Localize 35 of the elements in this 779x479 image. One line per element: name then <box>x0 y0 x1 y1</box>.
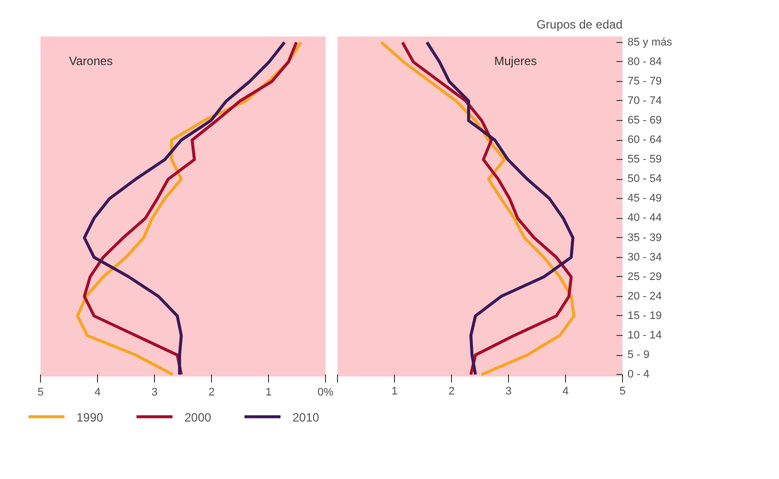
y-tick-label: 50 - 54 <box>628 173 662 186</box>
x-tick-label: 2 <box>208 386 215 398</box>
legend-label: 1990 <box>76 410 104 424</box>
x-tick-label: 5 <box>37 386 44 398</box>
y-tick-label: 45 - 49 <box>628 192 662 205</box>
y-tick-label: 0 - 4 <box>628 368 650 381</box>
x-tick-label: 2 <box>448 386 455 398</box>
x-tick-label: 0% <box>318 386 334 398</box>
x-tick-label: 3 <box>151 386 158 398</box>
y-tick-label: 25 - 29 <box>628 270 662 283</box>
y-axis-title: Grupos de edad <box>536 18 622 32</box>
y-tick-label: 20 - 24 <box>628 290 662 302</box>
text: Mujeres <box>494 54 537 68</box>
y-tick-label: 30 - 34 <box>628 251 662 264</box>
y-tick-label: 35 - 39 <box>628 232 662 244</box>
x-tick-label: 1 <box>265 386 272 398</box>
x-tick-label: 1 <box>391 386 398 398</box>
legend-label: 2010 <box>292 410 320 424</box>
y-tick-label: 75 - 79 <box>628 75 662 88</box>
y-tick-label: 5 - 9 <box>628 349 650 362</box>
x-tick-label: 3 <box>505 386 512 398</box>
y-tick-label: 60 - 64 <box>628 134 662 146</box>
y-tick-label: 85 y más <box>628 36 673 48</box>
y-tick-label: 55 - 59 <box>628 154 662 166</box>
x-tick-label: 4 <box>562 386 569 398</box>
x-tick-label: 5 <box>619 386 626 398</box>
y-tick-label: 10 - 14 <box>628 329 662 342</box>
y-tick-label: 70 - 74 <box>628 94 662 107</box>
y-tick-label: 80 - 84 <box>628 56 662 68</box>
y-tick-label: 40 - 44 <box>628 212 662 224</box>
y-tick-label: 15 - 19 <box>628 310 662 322</box>
text: Varones <box>69 54 113 68</box>
legend-label: 2000 <box>184 410 212 424</box>
y-tick-label: 65 - 69 <box>628 114 662 127</box>
x-tick-label: 4 <box>94 386 101 398</box>
